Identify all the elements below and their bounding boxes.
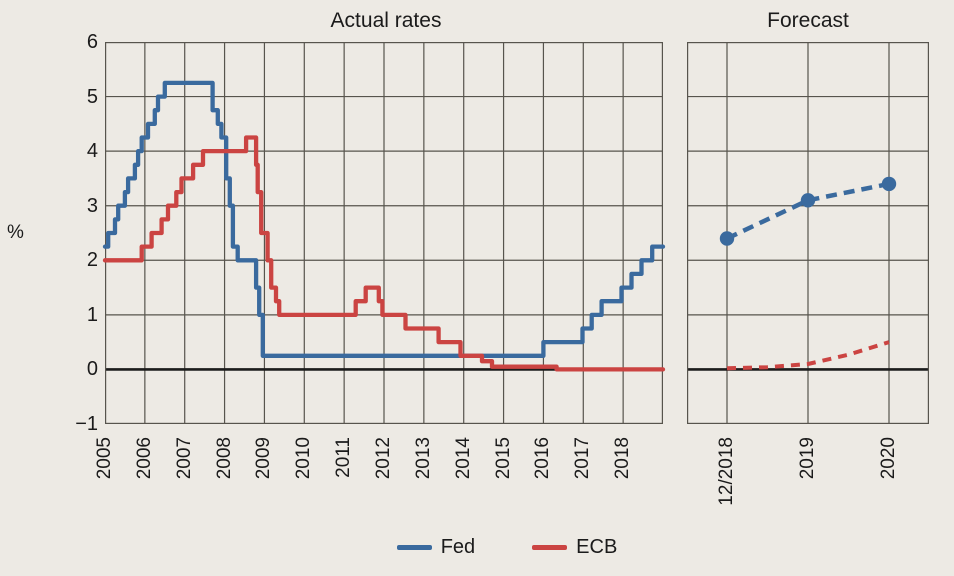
x-axis-tick-label: 2015	[492, 437, 514, 480]
x-axis-tick-label: 2016	[532, 437, 554, 480]
ecb-line-swatch	[532, 545, 568, 550]
legend-label-fed: Fed	[440, 536, 476, 558]
y-axis-tick-label: −1	[75, 413, 98, 435]
x-axis-tick-label: 2006	[133, 437, 155, 480]
panel-border	[105, 42, 663, 424]
fed-forecast-dot	[719, 231, 735, 246]
x-axis-tick-label: 2005	[94, 437, 115, 480]
x-axis-tick-label: 2014	[452, 437, 474, 480]
legend-item-fed: Fed	[396, 536, 476, 559]
x-axis-tick-label: 2008	[213, 437, 235, 480]
x-axis-tick-label: 2020	[878, 437, 899, 480]
fed-forecast-line	[726, 181, 890, 241]
x-axis-tick-label: 2012	[373, 437, 394, 480]
x-axis-tick-label: 2007	[173, 437, 195, 480]
x-axis-tick-label: 12/2018	[716, 437, 737, 506]
legend: Fed ECB	[30, 536, 954, 559]
forecast-plot	[687, 42, 930, 424]
y-axis-tick-label: 5	[86, 85, 98, 108]
x-axis-tick-label: 2009	[253, 437, 275, 480]
x-axis-tick-label: 2017	[572, 437, 594, 480]
panel-border	[687, 42, 930, 424]
fed-forecast-dot	[800, 193, 816, 208]
fed-forecast-dot	[881, 176, 897, 192]
y-axis-tick-label: 1	[86, 303, 98, 326]
ecb-forecast-line	[726, 340, 890, 371]
x-axis-tick-label: 2010	[293, 437, 315, 480]
fed-line-swatch	[396, 545, 432, 550]
forecast-panel-title: Forecast	[767, 9, 849, 32]
legend-item-ecb: ECB	[532, 536, 617, 559]
actual-rates-panel-title: Actual rates	[330, 9, 442, 32]
y-axis-tick-label: 2	[86, 249, 98, 272]
y-axis-unit-label: %	[7, 222, 24, 243]
legend-label-ecb: ECB	[576, 536, 618, 558]
x-axis-tick-label: 2013	[412, 437, 434, 480]
actual-rates-plot	[102, 42, 666, 424]
x-axis-tick-label: 2019	[797, 437, 818, 480]
gridlines	[105, 42, 663, 424]
y-axis-tick-label: 6	[86, 31, 98, 53]
fed-actual-line	[102, 80, 666, 358]
ecb-actual-line	[102, 135, 666, 372]
x-axis-tick-label: 2011	[333, 437, 355, 478]
y-axis-tick-label: 3	[86, 194, 98, 217]
x-axis-tick-label: 2018	[612, 437, 634, 480]
y-axis-tick-label: 4	[86, 140, 98, 163]
y-axis-tick-label: 0	[86, 358, 98, 381]
